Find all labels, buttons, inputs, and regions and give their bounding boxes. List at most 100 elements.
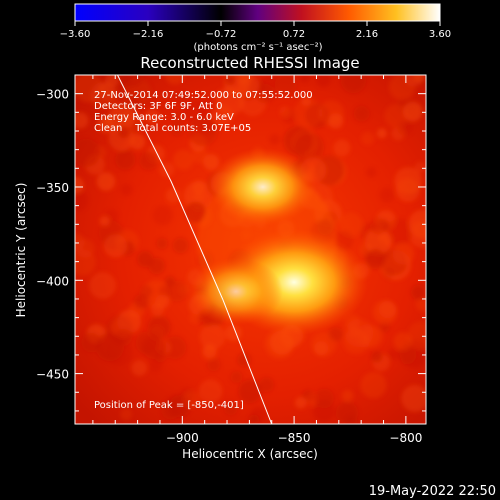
texture-blob <box>120 183 133 196</box>
annotation-energy: Energy Range: 3.0 - 6.0 keV <box>94 112 234 123</box>
texture-blob <box>279 106 291 118</box>
y-tick-label: −350 <box>36 181 69 195</box>
texture-blob <box>299 75 310 83</box>
texture-blob <box>259 377 275 393</box>
texture-blob <box>379 187 395 203</box>
texture-blob <box>340 75 367 94</box>
texture-blob <box>81 332 102 353</box>
texture-blob <box>376 128 387 139</box>
texture-blob <box>255 83 275 103</box>
texture-blob <box>144 108 161 125</box>
texture-blob <box>207 357 221 372</box>
texture-blob <box>237 75 251 85</box>
texture-blob <box>137 251 154 268</box>
texture-blob <box>314 341 329 356</box>
texture-blob <box>238 379 262 404</box>
texture-blob <box>135 331 159 355</box>
texture-blob <box>173 149 194 170</box>
texture-blob <box>328 327 343 342</box>
texture-blob <box>392 242 415 265</box>
texture-blob <box>393 332 412 351</box>
texture-blob <box>370 350 383 363</box>
texture-blob <box>158 284 172 298</box>
colorbar <box>74 3 441 22</box>
texture-blob <box>338 212 363 237</box>
texture-blob <box>189 312 200 324</box>
texture-blob <box>224 75 236 86</box>
texture-blob <box>199 324 226 350</box>
xray-source <box>209 148 317 226</box>
colorbar-tick-label: 3.60 <box>429 29 451 40</box>
texture-blob <box>385 218 414 246</box>
texture-blob <box>172 237 189 254</box>
texture-blob <box>115 149 136 170</box>
texture-blob <box>75 112 89 129</box>
texture-blob <box>131 360 148 376</box>
texture-blob <box>171 111 185 125</box>
y-axis-label: Heliocentric Y (arcsec) <box>14 183 28 318</box>
texture-blob <box>154 349 167 363</box>
texture-blob <box>414 161 426 173</box>
texture-blob <box>369 217 388 235</box>
texture-blob <box>155 294 170 310</box>
xray-source <box>189 257 283 326</box>
texture-blob <box>96 172 116 191</box>
texture-blob <box>294 396 307 409</box>
texture-blob <box>407 321 426 350</box>
texture-blob <box>348 326 360 338</box>
texture-blob <box>99 215 110 227</box>
texture-blob <box>90 81 118 110</box>
texture-blob <box>117 125 131 139</box>
texture-blob <box>115 328 133 346</box>
texture-blob <box>269 134 281 146</box>
texture-blob <box>166 280 188 302</box>
texture-blob <box>372 300 398 325</box>
texture-blob <box>230 371 243 384</box>
texture-blob <box>416 298 426 312</box>
texture-blob <box>361 131 375 146</box>
texture-blob <box>404 75 424 87</box>
texture-blob <box>156 237 168 250</box>
texture-blob <box>402 101 423 122</box>
texture-blob <box>201 344 218 360</box>
solar-limb <box>117 75 273 424</box>
texture-blob <box>360 372 387 399</box>
texture-blob <box>401 384 426 413</box>
colorbar-tick-label: 0.72 <box>283 29 305 40</box>
texture-blob <box>335 401 359 424</box>
texture-blob <box>103 234 128 258</box>
texture-blob <box>139 151 158 171</box>
texture-blob <box>161 400 180 420</box>
colorbar-tick-label: −2.16 <box>133 29 164 40</box>
x-tick-label: −850 <box>278 431 311 445</box>
plot-frame <box>74 74 427 425</box>
y-tick-label: −450 <box>36 368 69 382</box>
texture-blob <box>408 209 426 239</box>
texture-blob <box>395 177 420 202</box>
texture-blob <box>182 390 201 409</box>
y-tick-label: −300 <box>36 88 69 102</box>
texture-blob <box>333 139 351 157</box>
texture-blob <box>165 75 185 85</box>
hxr-sources <box>189 148 368 336</box>
texture-blob <box>250 406 267 423</box>
texture-blob <box>147 315 171 339</box>
texture-blob <box>75 177 84 194</box>
y-tick-label: −400 <box>36 274 69 288</box>
annotation-time-range: 27-Nov-2014 07:49:52.000 to 07:55:52.000 <box>94 90 313 101</box>
x-tick-label: −800 <box>389 431 422 445</box>
colorbar-ticks: −3.60 −2.16 −0.72 0.72 2.16 3.60 <box>60 21 451 40</box>
texture-blob <box>163 336 187 360</box>
colorbar-tick-label: 2.16 <box>356 29 378 40</box>
image-area <box>75 75 426 424</box>
texture-blob <box>129 133 146 150</box>
texture-blob <box>366 167 377 178</box>
texture-blob <box>314 388 335 409</box>
texture-blob <box>133 293 150 310</box>
colorbar-units: (photons cm⁻² s⁻¹ asec⁻²) <box>193 42 322 53</box>
texture-blob <box>365 249 386 270</box>
texture-blob <box>353 105 370 122</box>
colorbar-tick-label: −3.60 <box>60 29 91 40</box>
texture-blob <box>387 348 399 361</box>
footer-date: 19-May-2022 22:50 <box>369 484 496 499</box>
